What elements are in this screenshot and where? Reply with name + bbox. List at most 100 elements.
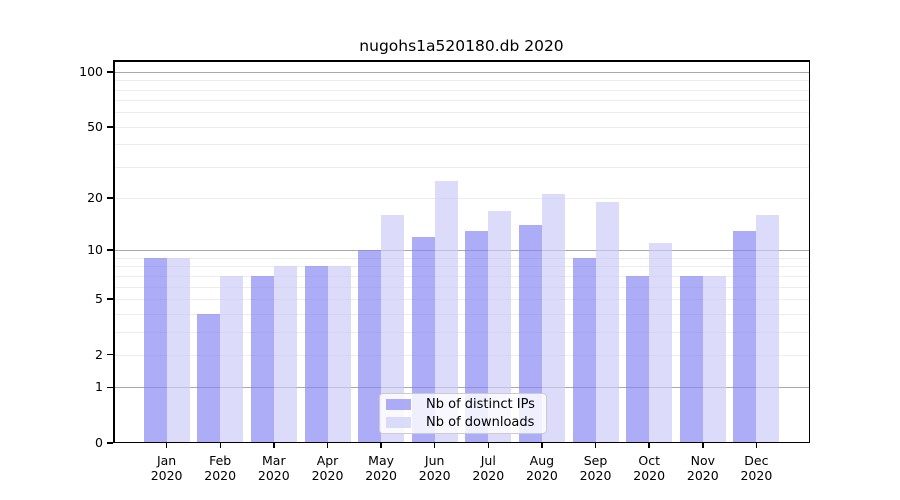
legend-label: Nb of downloads <box>426 414 535 430</box>
bar-distinct-ips-dec <box>733 230 757 443</box>
bars-layer <box>113 60 810 443</box>
x-tick-label-month: May <box>368 453 395 468</box>
x-tick-label-month: Mar <box>262 453 286 468</box>
x-tick-label: Sep 2020 <box>551 453 641 483</box>
x-tick-label: Aug 2020 <box>497 453 587 483</box>
x-tick-label-year: 2020 <box>365 468 397 483</box>
y-tick-label: 2 <box>95 346 103 362</box>
x-tick <box>755 443 758 448</box>
y-tick-label: 0 <box>95 435 103 450</box>
x-tick <box>541 443 543 448</box>
gridline-major <box>113 387 810 389</box>
plot-area: Nb of distinct IPs Nb of downloads <box>113 60 810 443</box>
bar-downloads-apr <box>327 266 351 443</box>
x-tick-label-year: 2020 <box>740 468 773 483</box>
x-tick-label-year: 2020 <box>204 468 237 483</box>
x-tick <box>487 443 490 448</box>
x-tick-label: Nov 2020 <box>658 453 748 483</box>
y-tick-label: 100 <box>79 63 103 79</box>
bar-downloads-sep <box>595 202 619 443</box>
y-tick-label: 1 <box>95 379 103 395</box>
x-tick-label-year: 2020 <box>150 468 183 483</box>
bar-downloads-nov <box>702 275 726 443</box>
x-tick-label-month: Oct <box>638 453 660 468</box>
x-tick-label-year: 2020 <box>633 468 666 483</box>
gridline-minor <box>113 80 810 82</box>
bar-distinct-ips-nov <box>679 275 703 443</box>
legend-swatch-downloads <box>386 416 411 428</box>
gridline-minor <box>113 198 810 200</box>
x-tick <box>273 443 275 448</box>
x-tick-label-year: 2020 <box>311 468 344 483</box>
gridline-major <box>113 250 810 252</box>
x-tick-label: Oct 2020 <box>604 453 694 483</box>
gridline-minor <box>113 112 810 114</box>
gridline-minor <box>113 298 810 300</box>
y-tick <box>107 71 113 73</box>
y-tick <box>107 353 113 356</box>
gridline-minor <box>113 89 810 91</box>
bar-downloads-dec <box>756 215 780 443</box>
gridline-minor <box>113 166 810 168</box>
x-tick <box>165 443 168 448</box>
gridline-minor <box>113 100 810 102</box>
bar-distinct-ips-aug <box>518 225 542 443</box>
y-tick-label: 5 <box>95 290 103 306</box>
y-tick <box>107 298 113 300</box>
x-tick <box>702 443 704 448</box>
x-tick-label: Mar 2020 <box>229 453 319 483</box>
bar-downloads-oct <box>649 243 673 443</box>
x-tick-label-year: 2020 <box>418 468 451 483</box>
x-tick-label-month: Aug <box>529 453 555 468</box>
x-tick-label: Jul 2020 <box>443 453 533 483</box>
legend-item: Nb of distinct IPs <box>386 396 546 414</box>
x-tick-label-month: Nov <box>690 453 715 468</box>
legend: Nb of distinct IPs Nb of downloads <box>379 393 547 434</box>
bar-distinct-ips-jan <box>143 257 167 443</box>
legend-item: Nb of downloads <box>386 414 546 432</box>
bar-distinct-ips-feb <box>197 313 221 443</box>
bar-downloads-jun <box>434 181 458 443</box>
x-tick <box>433 443 436 448</box>
y-tick-label: 10 <box>87 242 103 258</box>
y-tick-label: 20 <box>87 190 103 206</box>
x-tick-label: Dec 2020 <box>711 453 801 483</box>
x-tick-label-month: Jul <box>480 453 496 468</box>
grid-layer <box>113 60 810 443</box>
gridline-minor <box>113 266 810 268</box>
gridline-minor <box>113 331 810 333</box>
bar-downloads-may <box>381 215 405 443</box>
x-tick <box>648 443 650 448</box>
bar-downloads-mar <box>273 266 297 443</box>
x-tick-label-year: 2020 <box>525 468 558 483</box>
gridline-minor <box>113 144 810 146</box>
x-tick-label: May 2020 <box>336 453 426 483</box>
x-tick-label-year: 2020 <box>472 468 505 483</box>
x-tick-label-month: Apr <box>316 453 339 468</box>
y-tick <box>107 442 113 444</box>
bar-downloads-aug <box>541 194 565 443</box>
gridline-minor <box>113 126 810 128</box>
x-tick-label-month: Jun <box>424 453 445 468</box>
x-tick-label: Feb 2020 <box>175 453 265 483</box>
x-tick-label-year: 2020 <box>686 468 719 483</box>
chart-title: nugohs1a520180.db 2020 <box>359 37 564 55</box>
bar-distinct-ips-jun <box>411 236 435 443</box>
gridline-minor <box>113 286 810 288</box>
x-tick-label-month: Feb <box>209 453 232 468</box>
x-tick <box>380 443 382 448</box>
legend-label: Nb of distinct IPs <box>426 397 535 413</box>
y-tick <box>107 386 113 388</box>
x-tick <box>219 443 221 448</box>
bar-distinct-ips-jul <box>465 230 489 443</box>
x-tick-label-month: Dec <box>744 453 769 468</box>
legend-swatch-distinct-ips <box>386 399 411 411</box>
x-tick-label-month: Jan <box>156 453 177 468</box>
x-tick-label-year: 2020 <box>579 468 612 483</box>
gridline-minor <box>113 313 810 315</box>
x-tick-label: Jan 2020 <box>122 453 212 483</box>
x-tick <box>326 443 329 448</box>
bar-distinct-ips-apr <box>304 266 328 443</box>
bar-distinct-ips-oct <box>626 275 650 443</box>
y-tick-label: 50 <box>87 118 103 134</box>
